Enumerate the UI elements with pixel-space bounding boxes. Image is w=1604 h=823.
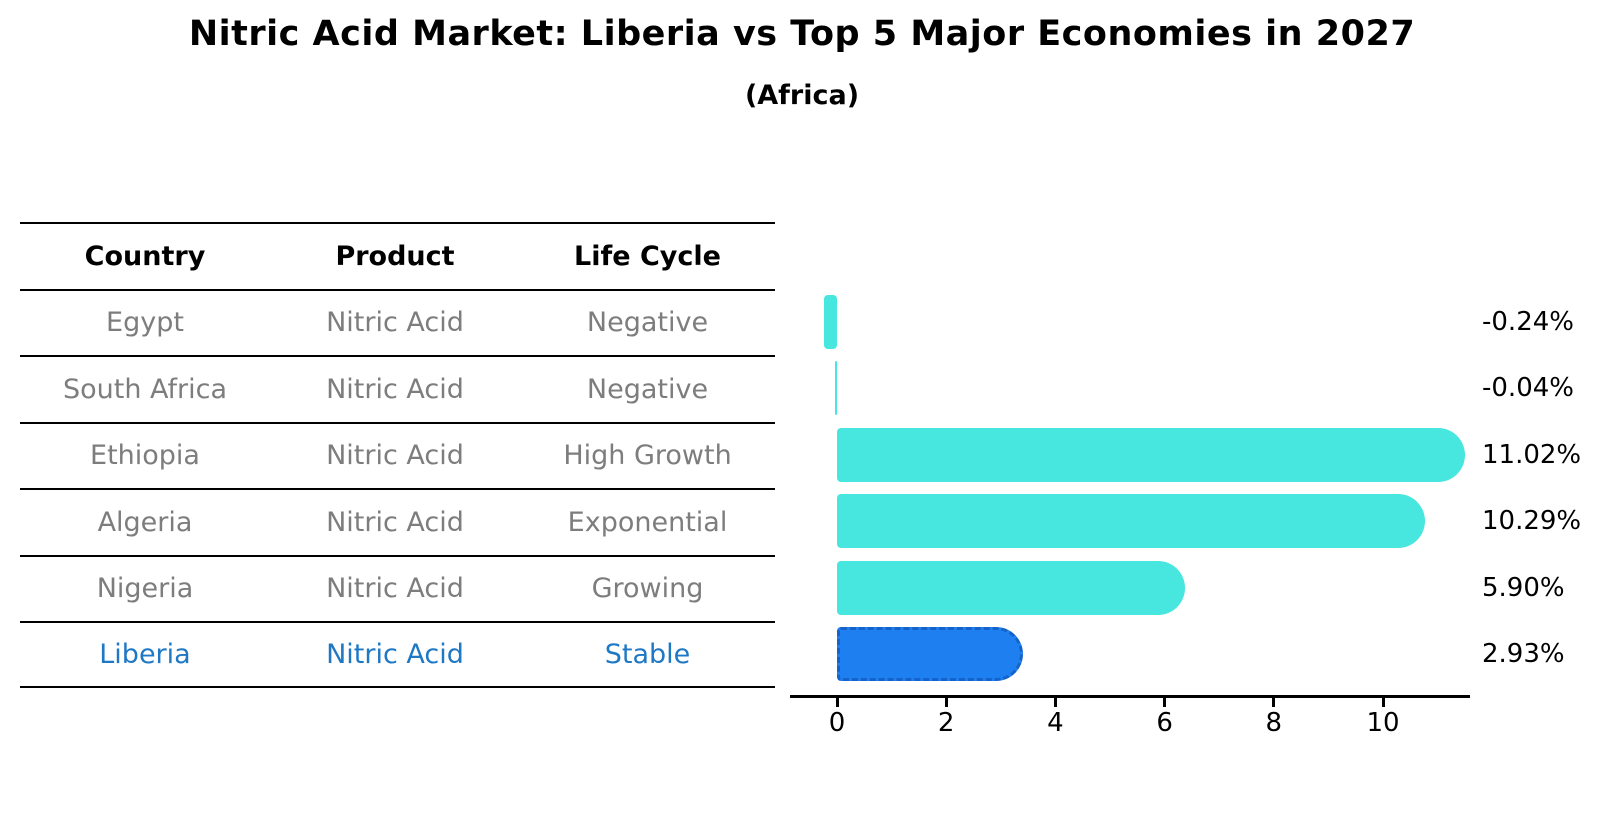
cell-lifecycle: Exponential (567, 506, 728, 538)
cell-country: Egypt (106, 307, 184, 339)
bar-liberia (837, 627, 1023, 682)
bar-south-africa (834, 361, 837, 416)
x-axis-tick-label: 0 (828, 708, 846, 738)
column-header-product: Product (335, 240, 455, 272)
column-header-lifecycle: Life Cycle (574, 240, 721, 272)
table-row: Egypt Nitric Acid Negative (20, 288, 775, 356)
cell-product: Nitric Acid (326, 573, 464, 605)
value-label: 11.02% (1482, 439, 1582, 470)
table-row: Algeria Nitric Acid Exponential (20, 488, 775, 555)
x-axis-tick (835, 695, 839, 707)
x-axis-tick (1163, 695, 1167, 707)
x-axis-tick-label: 8 (1265, 708, 1283, 738)
x-axis-line (790, 695, 1470, 698)
value-label: -0.04% (1482, 373, 1574, 404)
bar-ethiopia (837, 427, 1465, 482)
cell-country: Ethiopia (90, 440, 200, 472)
cell-product: Nitric Acid (326, 638, 464, 670)
x-axis-tick (1053, 695, 1057, 707)
cell-lifecycle: High Growth (563, 440, 732, 472)
chart-title: Nitric Acid Market: Liberia vs Top 5 Maj… (188, 14, 1416, 54)
cell-country: South Africa (62, 373, 228, 405)
cell-lifecycle: Stable (604, 638, 691, 670)
value-label: 2.93% (1482, 639, 1565, 670)
value-label: 5.90% (1482, 572, 1565, 603)
cell-lifecycle: Negative (586, 373, 709, 405)
value-label: 10.29% (1482, 506, 1582, 537)
cell-country: Liberia (99, 638, 191, 670)
x-axis-tick (1381, 695, 1385, 707)
table-row: Nigeria Nitric Acid Growing (20, 554, 775, 622)
chart-subtitle: (Africa) (744, 80, 860, 111)
cell-product: Nitric Acid (326, 440, 464, 472)
cell-product: Nitric Acid (326, 373, 464, 405)
cell-country: Nigeria (96, 573, 194, 605)
bar-algeria (837, 494, 1425, 549)
bar-egypt (823, 294, 837, 349)
x-axis-tick-label: 6 (1156, 708, 1173, 738)
cell-country: Algeria (97, 506, 193, 538)
x-axis-tick-label: 4 (1047, 708, 1064, 738)
cell-product: Nitric Acid (326, 307, 464, 339)
value-label: -0.24% (1482, 306, 1574, 337)
table-row: Liberia Nitric Acid Stable (20, 621, 775, 688)
table-row: South Africa Nitric Acid Negative (20, 355, 775, 422)
table-header-row: Country Product Life Cycle (20, 222, 775, 289)
cell-product: Nitric Acid (326, 506, 464, 538)
x-axis-tick (1272, 695, 1276, 707)
column-header-country: Country (84, 240, 206, 272)
summary-table: Country Product Life Cycle Egypt Nitric … (20, 222, 775, 688)
x-axis-tick (944, 695, 948, 707)
cell-lifecycle: Growing (591, 573, 704, 605)
bar-nigeria (837, 560, 1186, 615)
table-row: Ethiopia Nitric Acid High Growth (20, 421, 775, 489)
cell-lifecycle: Negative (586, 307, 709, 339)
x-axis-tick-label: 2 (937, 708, 955, 738)
x-axis-tick-label: 10 (1366, 708, 1400, 738)
